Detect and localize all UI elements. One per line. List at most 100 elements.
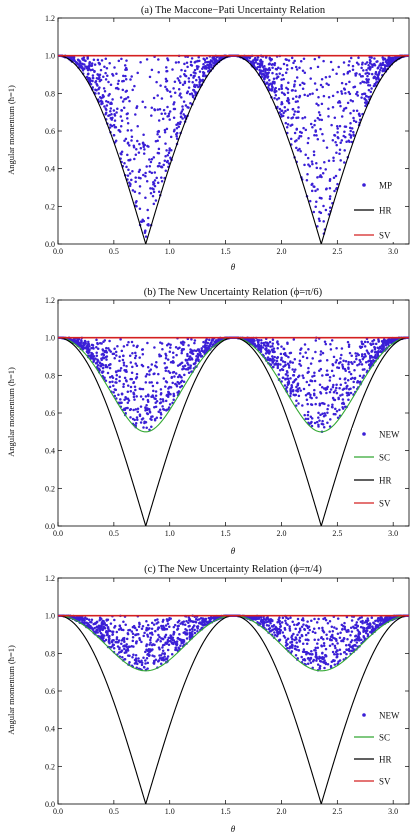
data-point <box>317 423 320 427</box>
data-point <box>189 634 193 638</box>
data-point <box>131 639 135 643</box>
data-point <box>314 130 317 133</box>
data-point <box>131 635 135 639</box>
data-point <box>301 69 305 72</box>
data-point <box>88 61 91 65</box>
data-point <box>349 633 352 637</box>
data-point <box>138 413 142 416</box>
data-point <box>309 396 312 399</box>
data-point <box>293 79 297 83</box>
data-point <box>336 131 339 134</box>
data-point <box>151 384 155 388</box>
data-point <box>258 65 262 69</box>
data-point <box>120 401 123 405</box>
data-point <box>118 369 122 372</box>
data-point <box>329 60 333 64</box>
data-point <box>376 346 379 350</box>
data-point <box>374 356 378 359</box>
data-point <box>350 354 353 358</box>
data-point <box>308 628 311 632</box>
data-point <box>352 385 355 389</box>
data-point <box>163 159 167 162</box>
y-tick-label: 1.0 <box>45 612 55 621</box>
data-point <box>103 65 106 68</box>
data-point <box>256 621 259 624</box>
data-point <box>128 144 131 147</box>
data-point <box>134 408 138 411</box>
data-point <box>144 171 147 175</box>
data-point <box>301 404 304 407</box>
data-point <box>142 173 145 177</box>
x-tick-label: 0.5 <box>109 807 119 816</box>
data-point <box>297 649 301 652</box>
data-point <box>324 386 328 390</box>
y-tick-label: 1.0 <box>45 334 55 343</box>
data-point <box>183 80 187 84</box>
data-point <box>108 634 111 638</box>
x-tick-label: 3.0 <box>388 807 398 816</box>
data-point <box>315 621 319 624</box>
data-point <box>118 402 121 405</box>
data-point <box>133 626 136 629</box>
data-point <box>340 623 344 627</box>
legend-backdrop <box>352 428 402 441</box>
data-point <box>311 125 314 129</box>
data-point <box>319 127 322 131</box>
data-point <box>117 79 120 83</box>
data-point <box>156 108 160 111</box>
data-point <box>345 385 348 388</box>
legend-label: NEW <box>379 430 400 440</box>
data-point <box>353 369 356 372</box>
data-point <box>145 426 148 429</box>
legend-backdrop <box>352 474 402 487</box>
legend-backdrop <box>352 229 402 242</box>
data-point <box>273 63 276 67</box>
data-point <box>252 338 255 341</box>
data-point <box>154 658 158 661</box>
data-point <box>297 374 301 377</box>
data-point <box>304 393 308 397</box>
data-point <box>361 342 365 346</box>
data-point <box>288 629 292 632</box>
data-point <box>332 156 335 160</box>
data-point <box>213 340 216 344</box>
data-point <box>156 660 160 663</box>
data-point <box>159 388 163 391</box>
data-point <box>204 346 207 350</box>
data-point <box>179 380 183 384</box>
data-point <box>82 341 85 345</box>
data-point <box>258 622 261 625</box>
data-point <box>183 115 187 119</box>
data-point <box>144 662 147 665</box>
data-point <box>152 190 156 194</box>
data-point <box>272 347 276 350</box>
data-point <box>327 159 331 162</box>
data-point <box>261 621 265 624</box>
data-point <box>286 377 289 380</box>
chart-title: (c) The New Uncertainty Relation (ϕ=π/4) <box>144 564 322 575</box>
data-point <box>284 619 287 623</box>
data-point <box>382 338 386 341</box>
data-point <box>123 647 126 651</box>
data-point <box>307 163 310 166</box>
data-point <box>176 380 179 384</box>
data-point <box>338 124 342 128</box>
x-tick-label: 1.0 <box>165 807 175 816</box>
data-point <box>333 663 337 666</box>
data-point <box>107 627 110 630</box>
data-point <box>148 410 152 413</box>
data-point <box>297 402 300 405</box>
data-point <box>341 393 344 396</box>
data-point <box>152 183 155 186</box>
data-point <box>87 618 91 621</box>
data-point <box>97 626 100 629</box>
data-point <box>306 657 310 660</box>
data-point <box>133 190 137 193</box>
data-point <box>285 370 289 373</box>
data-point <box>349 640 353 644</box>
data-point <box>166 89 169 92</box>
data-point <box>153 108 157 112</box>
data-point <box>79 61 82 64</box>
data-point <box>150 171 154 175</box>
data-point <box>141 364 145 368</box>
